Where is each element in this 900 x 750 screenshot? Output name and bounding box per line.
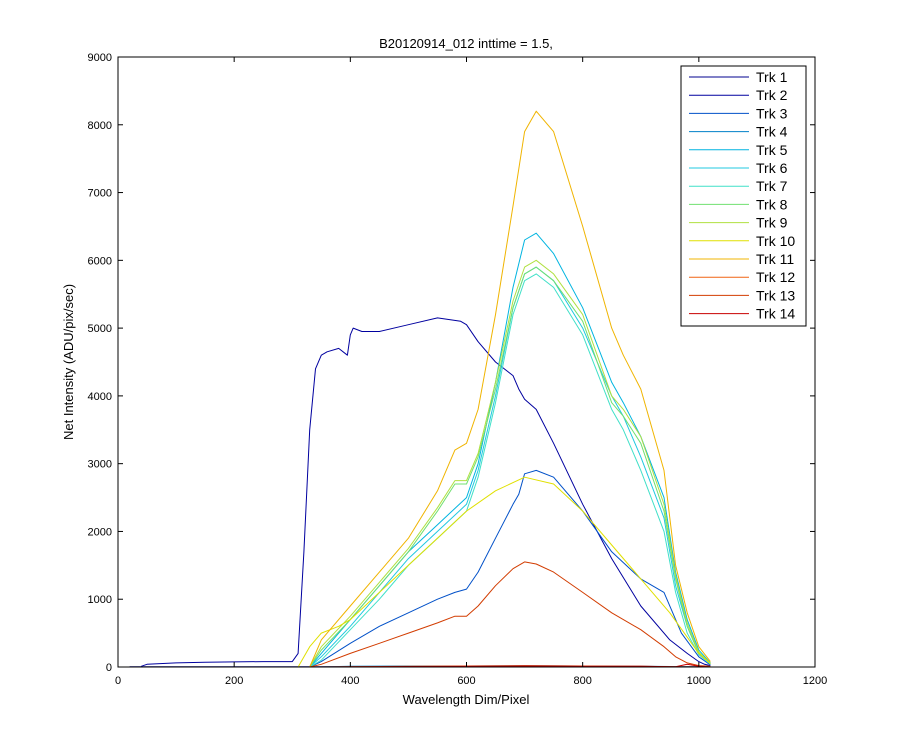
y-tick-label: 9000 [88, 52, 112, 64]
chart-title: B20120914_012 inttime = 1.5, [379, 36, 553, 51]
axis-ticks: 0 200 400 600 800 1000 1200 0 1000 2000 3000 4000 50… [88, 52, 828, 687]
legend-label-trk-14: Trk 14 [756, 306, 795, 322]
series-line-trk-8 [309, 266, 711, 668]
x-tick-label: 800 [573, 675, 591, 687]
y-tick-label: 6000 [88, 255, 112, 267]
y-tick-label: 2000 [88, 526, 112, 538]
series-line-trk-9 [309, 259, 711, 668]
x-tick-label: 1000 [687, 675, 711, 687]
series-line-trk-3 [309, 469, 711, 668]
y-tick-label: 7000 [88, 188, 112, 200]
legend: Trk 1 Trk 2 Trk 3 Trk 4 Trk 5 Trk 6 Trk 7 Trk 8… [680, 65, 807, 327]
x-tick-label: 600 [457, 675, 475, 687]
x-tick-label: 400 [341, 675, 359, 687]
series-line-trk-11 [309, 110, 711, 668]
legend-box [680, 65, 807, 327]
y-tick-label: 1000 [88, 594, 112, 606]
y-tick-label: 0 [106, 662, 112, 674]
legend-label-trk-9: Trk 9 [756, 215, 788, 231]
y-tick-label: 4000 [88, 391, 112, 403]
legend-label-trk-1: Trk 1 [756, 69, 788, 85]
legend-label-trk-5: Trk 5 [756, 142, 788, 158]
series-line-trk-2 [141, 317, 711, 667]
legend-label-trk-4: Trk 4 [756, 124, 788, 140]
legend-label-trk-13: Trk 13 [756, 287, 795, 303]
x-tick-label: 1200 [803, 675, 827, 687]
legend-label-trk-12: Trk 12 [756, 269, 795, 285]
y-tick-label: 8000 [88, 120, 112, 132]
legend-label-trk-7: Trk 7 [756, 178, 788, 194]
x-tick-label: 0 [115, 675, 121, 687]
y-tick-label: 3000 [88, 459, 112, 471]
series-group [129, 110, 711, 668]
legend-label-trk-3: Trk 3 [756, 105, 788, 121]
legend-label-trk-11: Trk 11 [756, 251, 794, 267]
legend-label-trk-6: Trk 6 [756, 160, 788, 176]
legend-label-trk-2: Trk 2 [756, 87, 788, 103]
series-line-trk-13 [309, 561, 711, 668]
y-tick-label: 5000 [88, 323, 112, 335]
legend-label-trk-8: Trk 8 [756, 196, 788, 212]
legend-label-trk-10: Trk 10 [756, 233, 795, 249]
series-line-trk-10 [297, 476, 711, 668]
y-axis-label: Net Intensity (ADU/pix/sec) [61, 284, 76, 440]
series-line-trk-7 [309, 273, 711, 668]
x-axis-label: Wavelength Dim/Pixel [403, 692, 530, 707]
x-tick-label: 200 [225, 675, 243, 687]
